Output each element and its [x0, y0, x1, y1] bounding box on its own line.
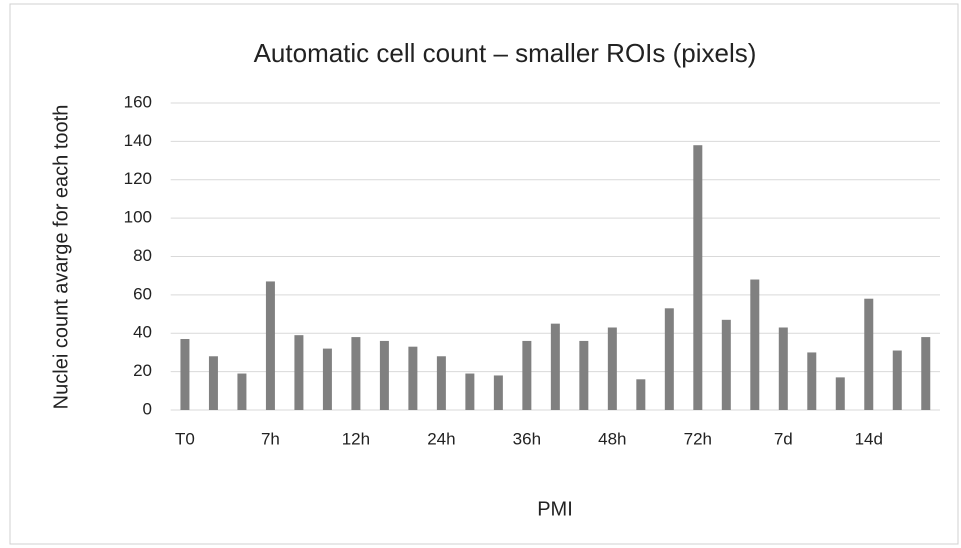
x-tick-label: 72h: [684, 429, 712, 448]
bar: [636, 379, 646, 410]
y-tick-label: 0: [143, 399, 152, 418]
x-tick-label: 14d: [855, 429, 883, 448]
bar: [379, 340, 389, 410]
x-tick-label: 48h: [598, 429, 626, 448]
chart-title: Automatic cell count – smaller ROIs (pix…: [254, 38, 757, 68]
x-tick-label: T0: [175, 429, 195, 448]
bar: [892, 350, 902, 410]
y-tick-label: 100: [124, 208, 152, 227]
chart-border: [9, 3, 959, 545]
x-tick-label: 7d: [774, 429, 793, 448]
bar: [180, 339, 190, 410]
y-tick-label: 80: [133, 246, 152, 265]
bar: [693, 145, 703, 410]
x-tick-label: 36h: [513, 429, 541, 448]
y-tick-label: 140: [124, 131, 152, 150]
bar: [265, 281, 275, 410]
bar: [550, 323, 560, 410]
bar: [807, 352, 817, 410]
bar: [436, 356, 446, 410]
x-tick-label: 24h: [427, 429, 455, 448]
x-axis-label: PMI: [537, 498, 573, 520]
bar: [835, 377, 845, 410]
bar: [408, 346, 418, 410]
bar: [351, 337, 361, 410]
x-tick-label: 12h: [342, 429, 370, 448]
y-tick-label: 60: [133, 284, 152, 303]
bar: [750, 279, 760, 410]
bar: [237, 373, 247, 410]
y-tick-label: 160: [124, 92, 152, 111]
bar: [607, 327, 617, 410]
bar: [208, 356, 218, 410]
bar: [522, 340, 532, 410]
bar: [778, 327, 788, 410]
bar: [721, 319, 731, 410]
y-tick-label: 120: [124, 169, 152, 188]
bar: [493, 375, 503, 410]
y-tick-label: 40: [133, 323, 152, 342]
y-tick-label: 20: [133, 361, 152, 380]
bar: [322, 348, 332, 410]
y-axis-label: Nuclei count avarge for each tooth: [50, 105, 72, 410]
bar: [294, 335, 304, 410]
bar: [921, 337, 931, 410]
bar: [465, 373, 475, 410]
bar: [579, 340, 589, 410]
x-tick-label: 7h: [261, 429, 280, 448]
bar: [864, 298, 874, 410]
bar: [664, 308, 674, 410]
